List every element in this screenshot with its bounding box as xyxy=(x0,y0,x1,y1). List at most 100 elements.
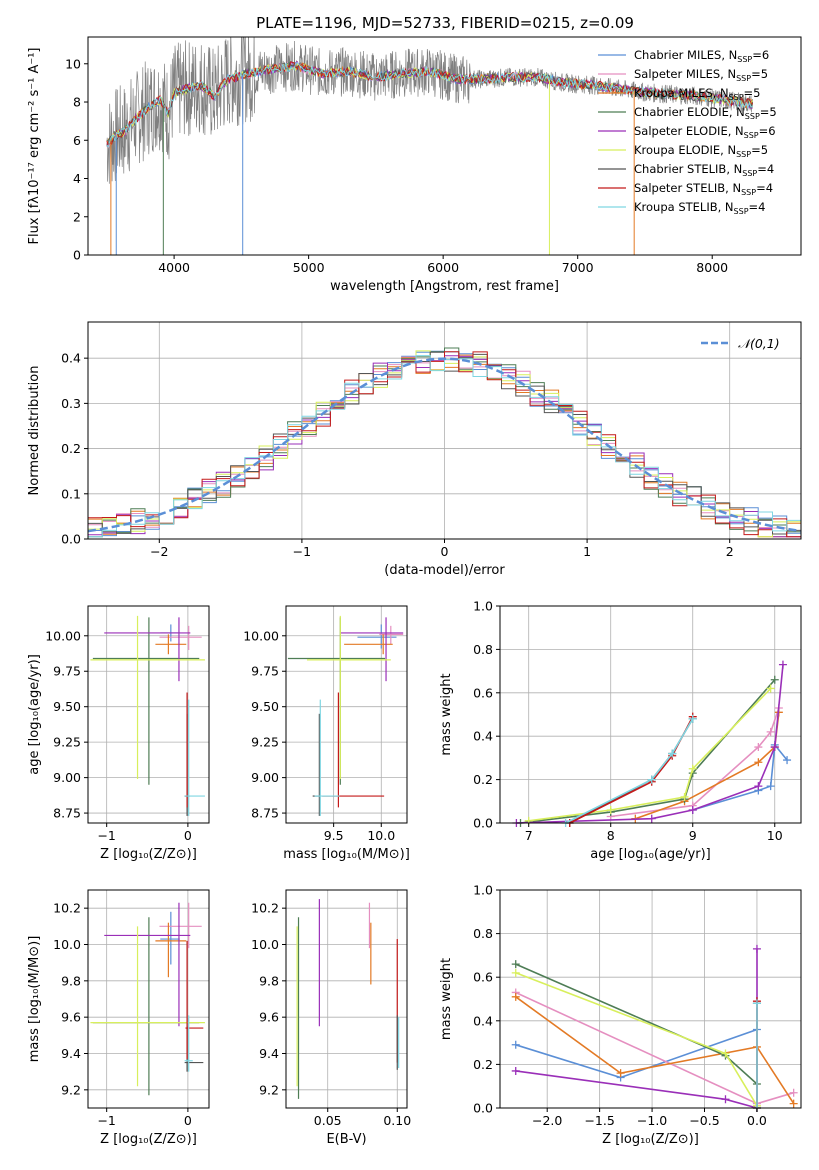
y-tick-label: 8.75 xyxy=(53,806,81,821)
y-tick-label: 9.50 xyxy=(53,699,81,714)
mass-weight-point-chabrier_miles xyxy=(783,756,792,765)
legend-text-suffix: =5 xyxy=(751,67,768,81)
y-tick-label: 9.8 xyxy=(61,973,81,988)
y-tick-label: 0.4 xyxy=(473,729,493,744)
y-tick-label: 0.3 xyxy=(61,396,81,411)
legend-label-chabrier_stelib: Chabrier STELIB, NSSP=4 xyxy=(634,162,774,178)
x-tick-label: 7 xyxy=(525,828,533,843)
x-tick-label: 2 xyxy=(726,544,734,559)
mass-vs-metallicity-panel: −1 0 9.2 9.4 9.6 9.8 10.0 10.2 Z [log₁₀(Z/Z⊙)] ma… xyxy=(27,889,210,1147)
legend-label-normal: 𝒩(0,1) xyxy=(738,336,780,351)
mass-weight-line-kroupa_miles xyxy=(635,712,780,820)
x-axis-label: Z [log₁₀(Z/Z⊙)] xyxy=(602,1132,699,1147)
x-tick-label: 9 xyxy=(689,828,697,843)
y-tick-label: 9.75 xyxy=(53,664,81,679)
y-tick-label: 0.6 xyxy=(473,970,493,985)
normal-distribution-curve xyxy=(87,357,802,533)
y-tick-label: 9.4 xyxy=(61,1046,81,1061)
legend-text-suffix: =4 xyxy=(749,200,766,214)
legend-text: Kroupa MILES, N xyxy=(634,86,729,100)
legend-text: Salpeter STELIB, N xyxy=(634,181,741,195)
x-tick-label: 5000 xyxy=(293,260,325,275)
x-tick-label: −1 xyxy=(293,544,311,559)
legend-text-suffix: =6 xyxy=(752,48,769,62)
y-tick-label: 9.00 xyxy=(53,770,81,785)
legend-text: Salpeter MILES, N xyxy=(634,67,736,81)
mass-weight-point-salpeter_elodie xyxy=(752,944,761,953)
legend-subscript: SSP xyxy=(736,74,751,83)
axes-frame xyxy=(499,605,802,824)
x-tick-label: −1.0 xyxy=(637,1113,667,1128)
mass-weight-point-chabrier_miles xyxy=(766,782,775,791)
x-tick-label: −2 xyxy=(150,544,168,559)
legend-label-salpeter_stelib: Salpeter STELIB, NSSP=4 xyxy=(634,181,773,197)
y-axis-label: mass weight xyxy=(439,958,454,1040)
axes-frame xyxy=(87,36,802,256)
y-axis-label: Normed distribution xyxy=(27,366,42,496)
y-tick-label: 0.1 xyxy=(61,486,81,501)
mass-weight-point-salpeter_miles xyxy=(789,1088,798,1097)
y-axis-label: Flux [fλ10⁻¹⁷ erg cm⁻² s⁻¹ A⁻¹] xyxy=(27,48,42,245)
y-tick-label: 9.50 xyxy=(251,699,279,714)
axes-frame xyxy=(87,889,210,1109)
mass-weight-line-kroupa_elodie xyxy=(528,687,772,822)
mass-weight-point-salpeter_elodie xyxy=(511,1066,520,1075)
x-tick-label: 10.0 xyxy=(367,828,395,843)
legend-subscript: SSP xyxy=(736,150,751,159)
y-tick-label: 1.0 xyxy=(473,883,493,898)
x-tick-label: 6000 xyxy=(427,260,459,275)
mass-weight-point-kroupa_stelib xyxy=(752,999,761,1008)
mass-weight-line-kroupa_elodie xyxy=(515,972,758,1107)
residuals-panel: −2 −1 0 1 2 0.0 0.1 0.2 0.3 0.4 (data-model)/error… xyxy=(27,321,802,578)
mass-weight-point-kroupa_elodie xyxy=(606,805,615,814)
y-tick-label: 9.6 xyxy=(259,1010,279,1025)
mass-vs-ebv-panel: 0.05 0.10 9.2 9.4 9.6 9.8 10.0 10.2 E(B-V) xyxy=(251,889,411,1147)
observed-spectrum-line xyxy=(106,37,753,184)
y-tick-label: 0.2 xyxy=(473,1057,493,1072)
axes-frame xyxy=(499,889,802,1109)
mass-weight-line-chabrier_elodie xyxy=(520,679,776,824)
x-axis-label: E(B-V) xyxy=(326,1132,366,1147)
mass-weight-point-salpeter_elodie xyxy=(688,805,697,814)
x-tick-label: 4000 xyxy=(158,260,190,275)
mass-weight-point-chabrier_miles xyxy=(511,1040,520,1049)
y-tick-label: 9.00 xyxy=(251,770,279,785)
legend-subscript: SSP xyxy=(737,55,752,64)
x-tick-label: 0 xyxy=(184,1113,192,1128)
y-tick-label: 0.6 xyxy=(473,685,493,700)
mass-weight-line-salpeter_elodie xyxy=(515,948,758,1110)
legend-text-suffix: =5 xyxy=(751,143,768,157)
legend-subscript: SSP xyxy=(741,188,756,197)
legend-text-suffix: =5 xyxy=(744,86,761,100)
x-axis-label: age [log₁₀(age/yr)] xyxy=(590,847,711,862)
x-tick-label: 0 xyxy=(441,544,449,559)
y-tick-label: 0 xyxy=(73,248,81,263)
x-tick-label: 8 xyxy=(607,828,615,843)
y-tick-label: 0.4 xyxy=(61,351,81,366)
mass-weight-point-kroupa_elodie xyxy=(766,684,775,693)
x-tick-label: 10 xyxy=(767,828,783,843)
model-spectrum-kroupa_stelib xyxy=(106,61,753,148)
x-axis-label: Z [log₁₀(Z/Z⊙)] xyxy=(100,1132,197,1147)
y-tick-label: 9.25 xyxy=(251,735,279,750)
x-tick-label: −1 xyxy=(97,828,115,843)
x-tick-label: −2.0 xyxy=(532,1113,562,1128)
x-tick-label: 0.05 xyxy=(314,1113,342,1128)
mass-weight-point-chabrier_elodie xyxy=(770,675,779,684)
mass-weight-point-kroupa_elodie xyxy=(721,1049,730,1058)
mass-weight-line-salpeter_miles xyxy=(610,707,780,818)
y-tick-label: 6 xyxy=(73,133,81,148)
x-axis-label: mass [log₁₀(M/M⊙)] xyxy=(283,847,410,862)
y-tick-label: 0.2 xyxy=(61,441,81,456)
x-axis-label: wavelength [Angstrom, rest frame] xyxy=(330,279,559,294)
mass-weight-point-salpeter_elodie xyxy=(721,1095,730,1104)
mass-weight-point-kroupa_miles xyxy=(789,1099,798,1108)
legend-label-chabrier_elodie: Chabrier ELODIE, NSSP=5 xyxy=(634,105,777,121)
x-tick-label: 9.5 xyxy=(324,828,344,843)
axes-frame xyxy=(285,889,408,1109)
mass-weight-point-kroupa_stelib xyxy=(668,749,677,758)
y-tick-label: 0.0 xyxy=(473,1101,493,1116)
mass-weight-point-kroupa_elodie xyxy=(688,764,697,773)
y-axis-label: age [log₁₀(age/yr)] xyxy=(27,654,42,775)
y-tick-label: 10.0 xyxy=(53,937,81,952)
